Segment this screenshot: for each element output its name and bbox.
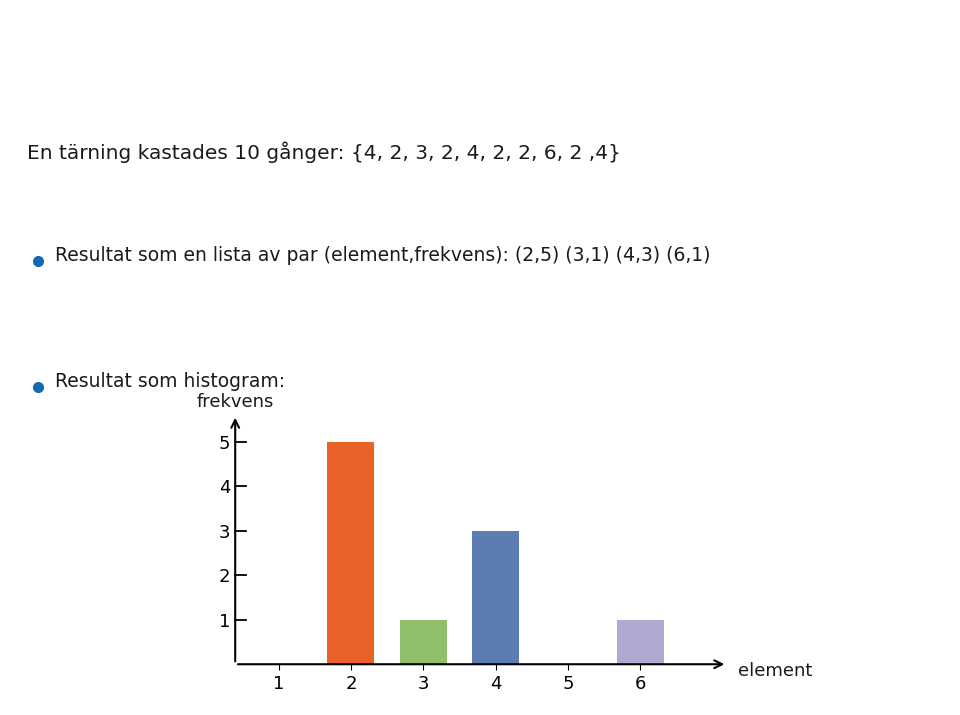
Bar	[327, 442, 374, 664]
Text: Histogramproblemet: Histogramproblemet	[19, 31, 442, 66]
Text: En tärning kastades 10 gånger: {4, 2, 3, 2, 4, 2, 2, 6, 2 ,4}: En tärning kastades 10 gånger: {4, 2, 3,…	[27, 142, 621, 163]
Text: Exempel: kasta tärning: Exempel: kasta tärning	[19, 77, 244, 95]
Bar	[617, 620, 664, 664]
Bar	[399, 620, 446, 664]
Text: 5 / 15: 5 / 15	[883, 689, 927, 703]
Text: VT 2013: VT 2013	[787, 689, 845, 703]
Text: element: element	[738, 662, 812, 680]
Text: Resultat som en lista av par (element,frekvens): (2,5) (3,1) (4,3) (6,1): Resultat som en lista av par (element,fr…	[55, 246, 710, 265]
Text: PFK  (Föreläsning 13): PFK (Föreläsning 13)	[19, 689, 166, 703]
Text: frekvens: frekvens	[197, 393, 274, 411]
Bar	[472, 531, 519, 664]
Text: Resultat som histogram:: Resultat som histogram:	[55, 372, 285, 390]
